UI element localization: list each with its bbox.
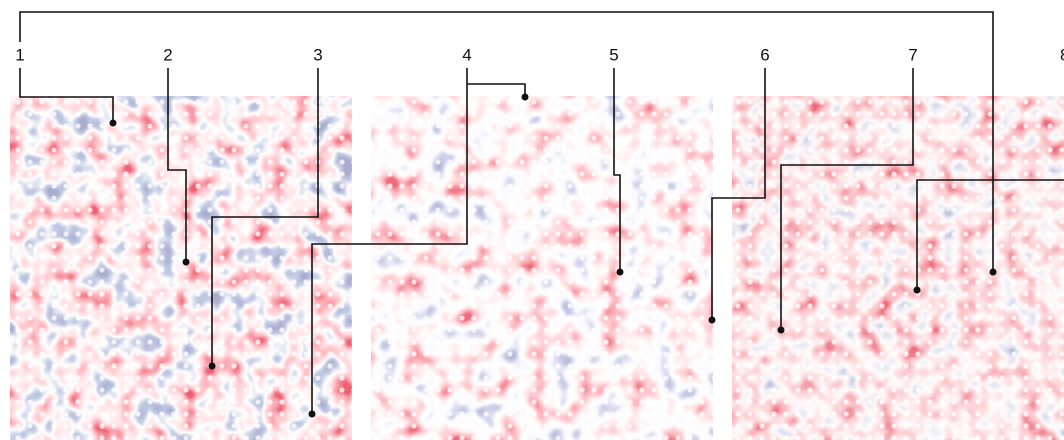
leader-line bbox=[613, 68, 621, 272]
pointer-dot bbox=[521, 93, 529, 101]
pointer-dot bbox=[616, 268, 624, 276]
panel-3 bbox=[732, 96, 1064, 440]
leader-line bbox=[711, 68, 766, 320]
leader-line bbox=[311, 68, 468, 414]
callout-label: 7 bbox=[908, 45, 917, 64]
callout-label: 5 bbox=[609, 45, 618, 64]
leader-line bbox=[19, 68, 114, 123]
pointer-dot bbox=[708, 316, 716, 324]
pointer-dot bbox=[989, 268, 997, 276]
leader-line bbox=[167, 68, 187, 262]
leader-line bbox=[211, 68, 319, 366]
callout-label: 4 bbox=[462, 45, 471, 64]
pointer-dot bbox=[208, 362, 216, 370]
pointer-dot bbox=[109, 119, 117, 127]
dot-grid bbox=[371, 96, 713, 440]
callout-label: 6 bbox=[760, 45, 769, 64]
callout-labels: 1 2 3 4 5 6 7 8 bbox=[15, 45, 1064, 64]
panel-2 bbox=[371, 96, 713, 440]
pointer-dot bbox=[308, 410, 316, 418]
leader-line bbox=[780, 68, 914, 330]
leader-line bbox=[467, 83, 526, 97]
panel-1 bbox=[10, 96, 352, 440]
dot-grid bbox=[10, 96, 352, 440]
pointer-dot bbox=[777, 326, 785, 334]
callout-label: 8 bbox=[1060, 45, 1064, 64]
dot-grid bbox=[732, 96, 1064, 440]
callout-label: 1 bbox=[15, 45, 24, 64]
leader-line bbox=[19, 11, 994, 272]
callout-label: 2 bbox=[163, 45, 172, 64]
pointer-dot bbox=[182, 258, 190, 266]
pointer-dot bbox=[913, 286, 921, 294]
leader-lines bbox=[19, 11, 1064, 418]
leader-line bbox=[916, 179, 1064, 290]
callout-label: 3 bbox=[313, 45, 322, 64]
